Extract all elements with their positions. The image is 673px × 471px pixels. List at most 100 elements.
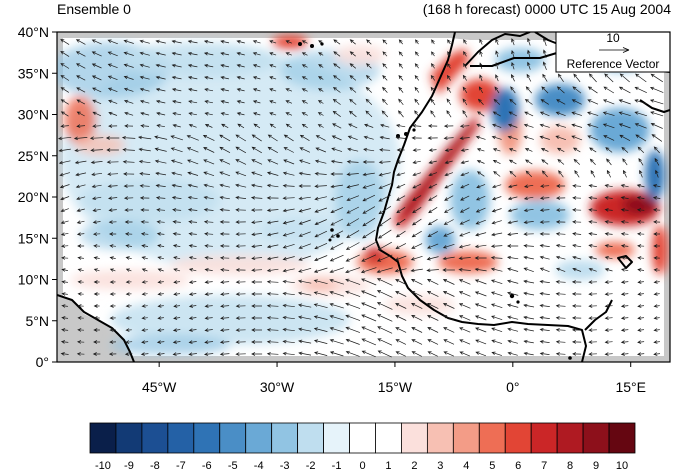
wind-arrow [523,123,534,128]
wind-arrow [619,73,630,83]
wind-arrow [382,39,388,45]
wind-arrow [156,124,165,128]
colorbar-swatch [115,422,143,454]
wind-arrow [539,135,550,140]
wind-arrow [60,50,70,57]
wind-arrow [93,340,101,344]
wind-arrow [379,135,390,140]
wind-arrow [475,135,486,140]
wind-arrow [555,243,566,248]
wind-arrow [157,304,164,308]
wind-arrow [376,278,393,286]
wind-arrow [491,196,502,201]
wind-arrow [527,37,531,46]
wind-arrow [426,315,439,321]
wind-arrow [604,328,613,332]
wind-arrow [587,86,598,94]
wind-arrow [490,255,503,260]
lon-tick-label: 30°W [260,379,295,395]
wind-arrow [266,304,279,308]
wind-arrow [620,232,629,236]
wind-arrow [314,171,327,176]
wind-arrow [396,172,406,177]
wind-arrow [91,196,102,201]
wind-arrow [444,195,454,201]
wind-arrow [507,279,519,284]
wind-arrow [314,219,327,226]
wind-arrow [348,110,357,118]
wind-arrow [398,86,404,93]
wind-arrow [382,75,388,81]
wind-arrow [361,254,377,262]
wind-arrow [188,87,198,92]
wind-arrow [266,232,279,237]
wind-arrow [141,304,148,308]
wind-arrow [650,73,663,83]
colorbar-swatch [582,422,610,454]
wind-arrow [460,195,470,201]
wind-arrow [61,328,69,332]
wind-arrow [235,292,246,296]
wind-arrow [251,171,263,177]
wind-arrow [555,304,566,308]
wind-arrow [379,148,391,152]
wind-arrow [219,232,230,236]
wind-arrow [251,292,262,296]
map-area: 10 Reference Vector [57,32,670,362]
wind-arrow [314,255,328,262]
wind-arrow [572,208,582,212]
wind-arrow [492,123,502,128]
wind-arrow [396,195,406,201]
wind-arrow [282,291,295,296]
wind-arrow [346,184,359,189]
wind-arrow [555,352,566,356]
wind-arrow [428,160,437,164]
wind-arrow [298,243,311,249]
wind-arrow [93,232,101,236]
wind-arrow [298,255,312,261]
wind-arrow [588,316,597,320]
wind-arrow [573,158,581,165]
wind-arrow [525,86,532,94]
wind-arrow [588,340,597,344]
wind-arrow [269,52,277,56]
wind-arrow [361,350,376,358]
wind-arrow [108,220,117,224]
wind-arrow [414,51,419,57]
wind-arrow [107,196,118,200]
wind-arrow [298,279,312,284]
wind-arrow [556,86,565,94]
colorbar-label: -2 [306,460,316,471]
wind-arrow [652,184,661,188]
wind-arrow [572,352,582,356]
wind-arrow [653,304,660,308]
wind-arrow [475,232,487,237]
wind-arrow [637,304,645,308]
wind-arrow [587,135,599,141]
wind-arrow [317,100,324,104]
wind-arrow [507,303,519,308]
wind-arrow [604,244,613,248]
wind-arrow [141,280,148,284]
wind-arrow [605,147,613,153]
wind-arrow [395,315,407,321]
colorbar-label: -4 [254,460,264,471]
colorbar-swatch [426,422,454,454]
wind-arrow [637,340,645,344]
wind-arrow [236,64,245,68]
wind-arrow [76,87,86,93]
colorbar-swatch [245,422,273,454]
wind-arrow [170,159,183,164]
wind-arrow [220,51,230,56]
wind-arrow [574,170,580,178]
wind-arrow [377,338,393,346]
wind-arrow [637,292,644,296]
wind-arrow [125,268,132,272]
wind-arrow [366,39,372,45]
colorbar-label: 0 [359,460,365,471]
wind-arrow [330,159,343,164]
wind-arrow [172,220,181,224]
wind-arrow [620,196,629,200]
wind-arrow [60,75,70,81]
wind-arrow [315,135,326,141]
